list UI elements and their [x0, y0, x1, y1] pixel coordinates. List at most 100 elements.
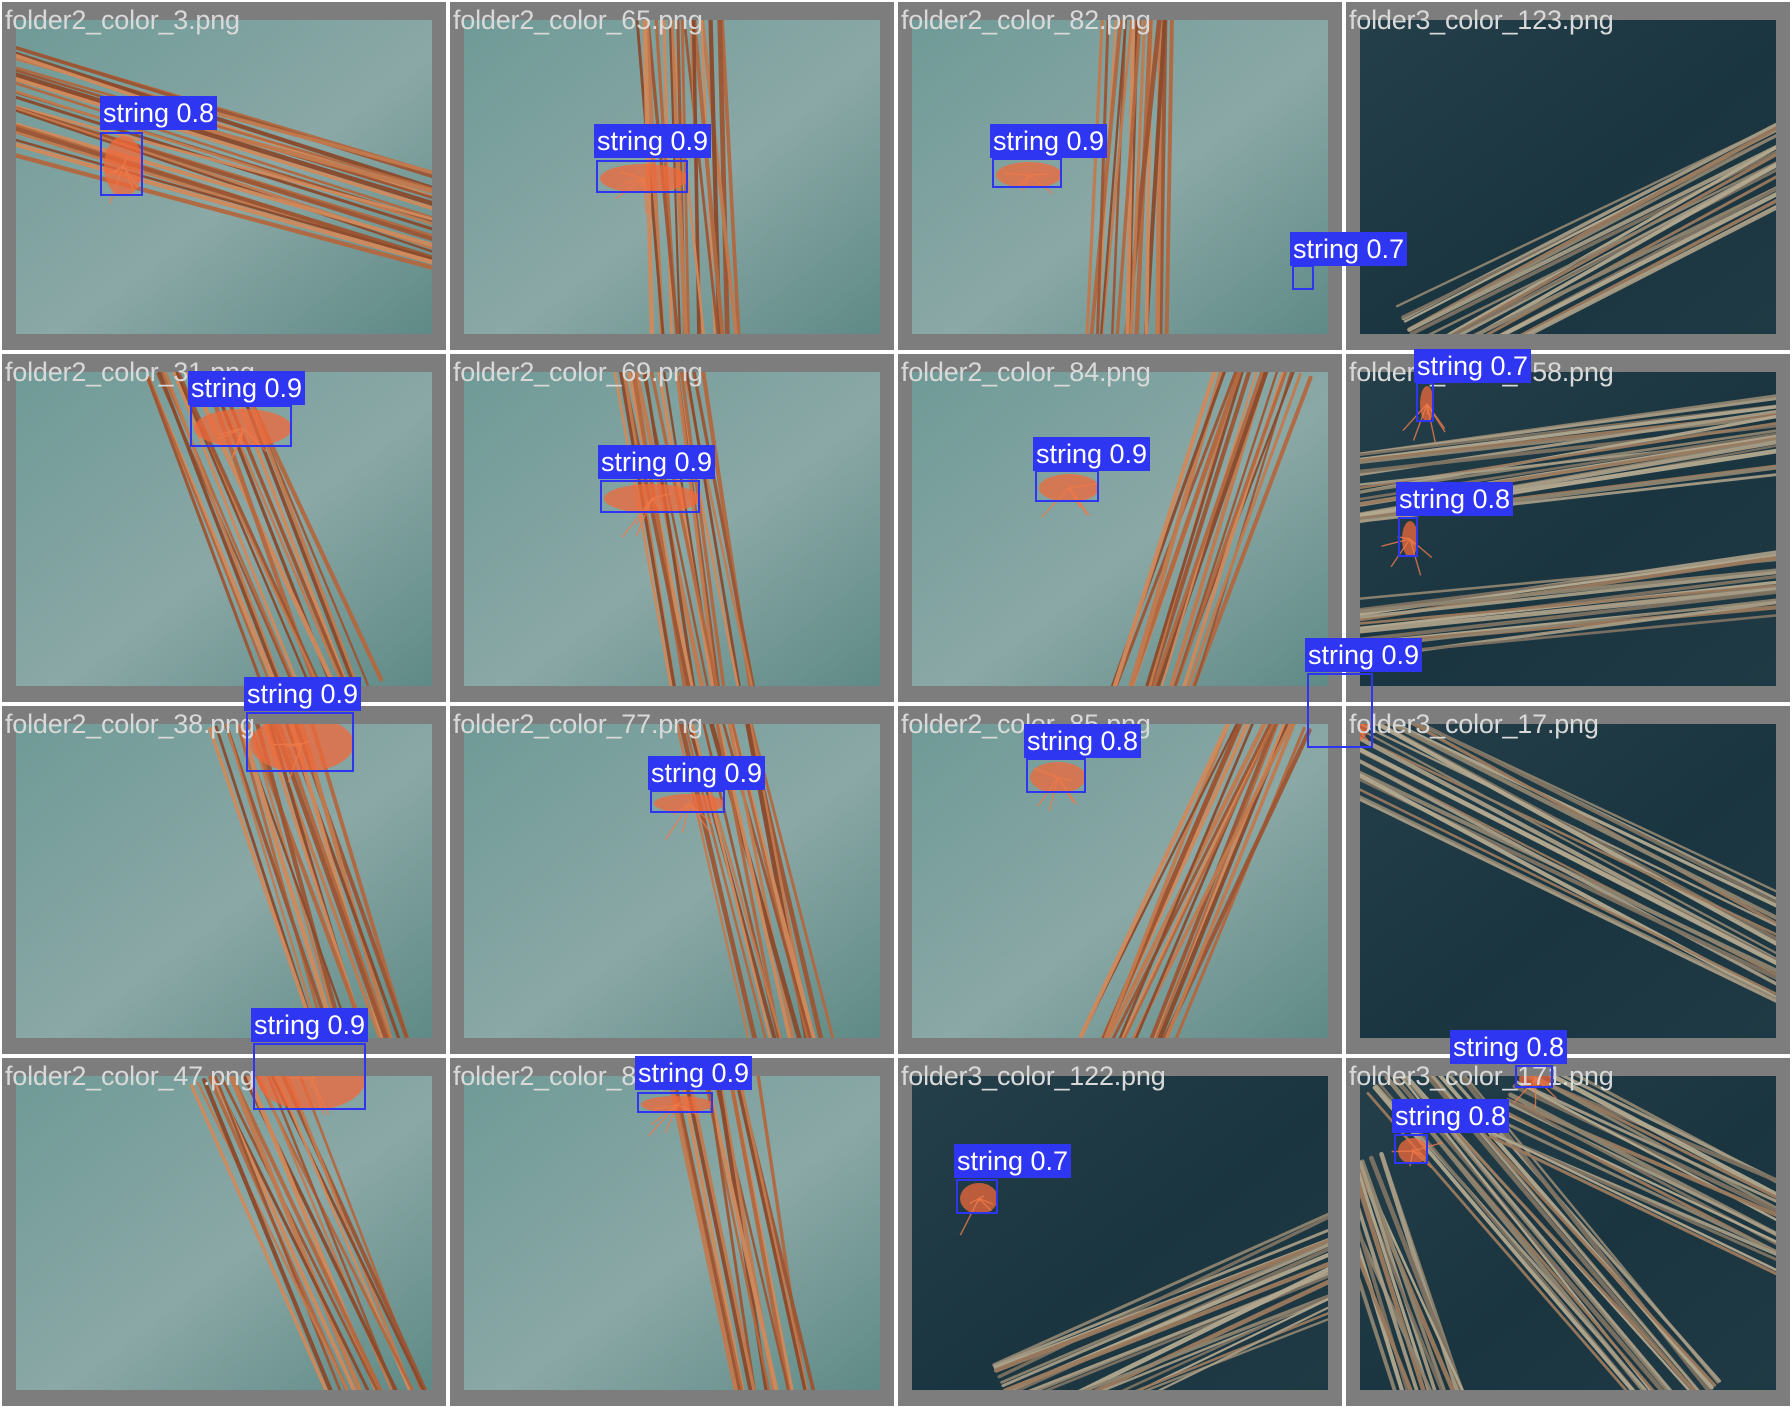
string-fiber — [978, 1197, 994, 1205]
photo-canvas — [1360, 724, 1776, 1038]
photo-canvas — [912, 372, 1328, 686]
string-fiber — [1535, 1076, 1543, 1080]
string-fiber — [1535, 1077, 1557, 1099]
twig-bundle — [1360, 1151, 1464, 1390]
string-fiber — [1412, 403, 1428, 441]
detection-box — [1035, 470, 1099, 502]
string-wrap — [257, 1076, 366, 1110]
background-surface — [464, 1076, 880, 1390]
detection-label: string 0.9 — [648, 756, 766, 790]
string-fiber — [242, 427, 267, 453]
image-filename: folder2_color_38.png — [5, 709, 255, 739]
photo-canvas — [912, 724, 1328, 1038]
twig-bundle — [992, 1212, 1328, 1390]
detection-box — [1292, 265, 1314, 290]
detection-box — [1515, 1065, 1553, 1088]
string-fiber — [1412, 1150, 1422, 1156]
string-fiber — [1057, 777, 1078, 805]
string-fiber — [1513, 1078, 1537, 1104]
string-fiber — [1530, 1078, 1537, 1092]
detection-label: string 0.9 — [635, 1056, 753, 1090]
string-fiber — [106, 165, 124, 177]
image-tile: folder3_color_17.png — [1344, 704, 1792, 1056]
string-fiber — [665, 803, 691, 840]
image-tile: folder2_color_69.png — [448, 352, 896, 704]
detection-label: string 0.8 — [1392, 1099, 1510, 1133]
twig-bundle — [1360, 724, 1776, 1003]
detection-label: string 0.9 — [594, 124, 712, 158]
string-fiber — [122, 165, 139, 189]
twig-bundle — [1360, 550, 1776, 660]
string-fiber — [1057, 776, 1073, 782]
twig-bundle — [666, 1076, 816, 1390]
background-surface — [912, 372, 1328, 686]
twig-bundle-photo — [912, 1076, 1328, 1390]
string-fiber — [624, 177, 645, 185]
string-fiber — [1390, 538, 1411, 568]
image-filename: folder2_color_84.png — [901, 357, 1151, 387]
twig-bundle-photo — [16, 1076, 432, 1390]
twig-bundle — [613, 372, 755, 686]
twig-bundle — [1488, 1076, 1776, 1276]
twig-bundle-photo — [912, 20, 1328, 334]
string-fiber — [651, 492, 673, 500]
photo-canvas — [912, 20, 1328, 334]
detection-box — [190, 405, 292, 447]
photo-canvas — [912, 1076, 1328, 1390]
twig-bundle-photo — [464, 372, 880, 686]
string-fiber — [647, 1104, 678, 1137]
string-fiber — [287, 743, 303, 783]
detection-label: string 0.9 — [244, 677, 362, 711]
background-surface — [912, 1076, 1328, 1390]
string-fiber — [1426, 403, 1446, 430]
string-fiber — [639, 178, 645, 188]
string-fiber — [689, 802, 713, 825]
background-surface — [16, 724, 432, 1038]
image-filename: folder3_color_17.png — [1349, 709, 1599, 739]
string-wrap — [250, 724, 354, 772]
string-fiber — [1048, 777, 1059, 812]
twig-bundle-photo — [1360, 20, 1776, 334]
string-fiber — [969, 1197, 980, 1205]
detection-label: string 0.9 — [188, 371, 306, 405]
string-fiber — [1409, 538, 1422, 576]
string-fiber — [1068, 483, 1099, 489]
detection-label: string 0.7 — [954, 1144, 1072, 1178]
string-fiber — [1019, 174, 1030, 187]
twig-bundle — [16, 45, 432, 270]
twig-bundle — [1079, 724, 1312, 1038]
string-fiber — [1041, 487, 1070, 518]
image-tile: folder2_color_3.png — [0, 0, 448, 352]
string-fiber — [635, 498, 653, 537]
detection-box — [100, 132, 143, 196]
twig-bundle-photo — [912, 372, 1328, 686]
image-filename: folder3_color_123.png — [1349, 5, 1614, 35]
string-fiber — [1534, 1078, 1537, 1109]
photo-canvas — [16, 20, 432, 334]
detection-box — [637, 1092, 713, 1113]
photo-canvas — [464, 1076, 880, 1390]
string-fiber — [1034, 767, 1059, 779]
string-fiber — [298, 742, 303, 745]
string-fiber — [122, 156, 128, 167]
string-fiber — [1402, 403, 1428, 432]
string-fiber — [1381, 538, 1411, 547]
detection-box — [596, 160, 688, 193]
twig-bundle — [189, 1076, 427, 1390]
string-fiber — [1028, 174, 1054, 194]
string-fiber — [1426, 403, 1436, 443]
detection-box — [956, 1179, 998, 1214]
twig-bundle-photo — [16, 724, 432, 1038]
photo-canvas — [16, 724, 432, 1038]
twig-bundle-photo — [16, 20, 432, 334]
image-filename: folder2_color_65.png — [453, 5, 703, 35]
image-filename: folder2_color_47.png — [5, 1061, 255, 1091]
string-fiber — [1360, 730, 1369, 742]
twig-bundle — [635, 20, 741, 334]
twig-bundle — [1085, 20, 1174, 334]
photo-canvas — [464, 372, 880, 686]
twig-bundle-photo — [464, 20, 880, 334]
detection-box — [1394, 1134, 1428, 1164]
detection-box — [1307, 673, 1373, 748]
